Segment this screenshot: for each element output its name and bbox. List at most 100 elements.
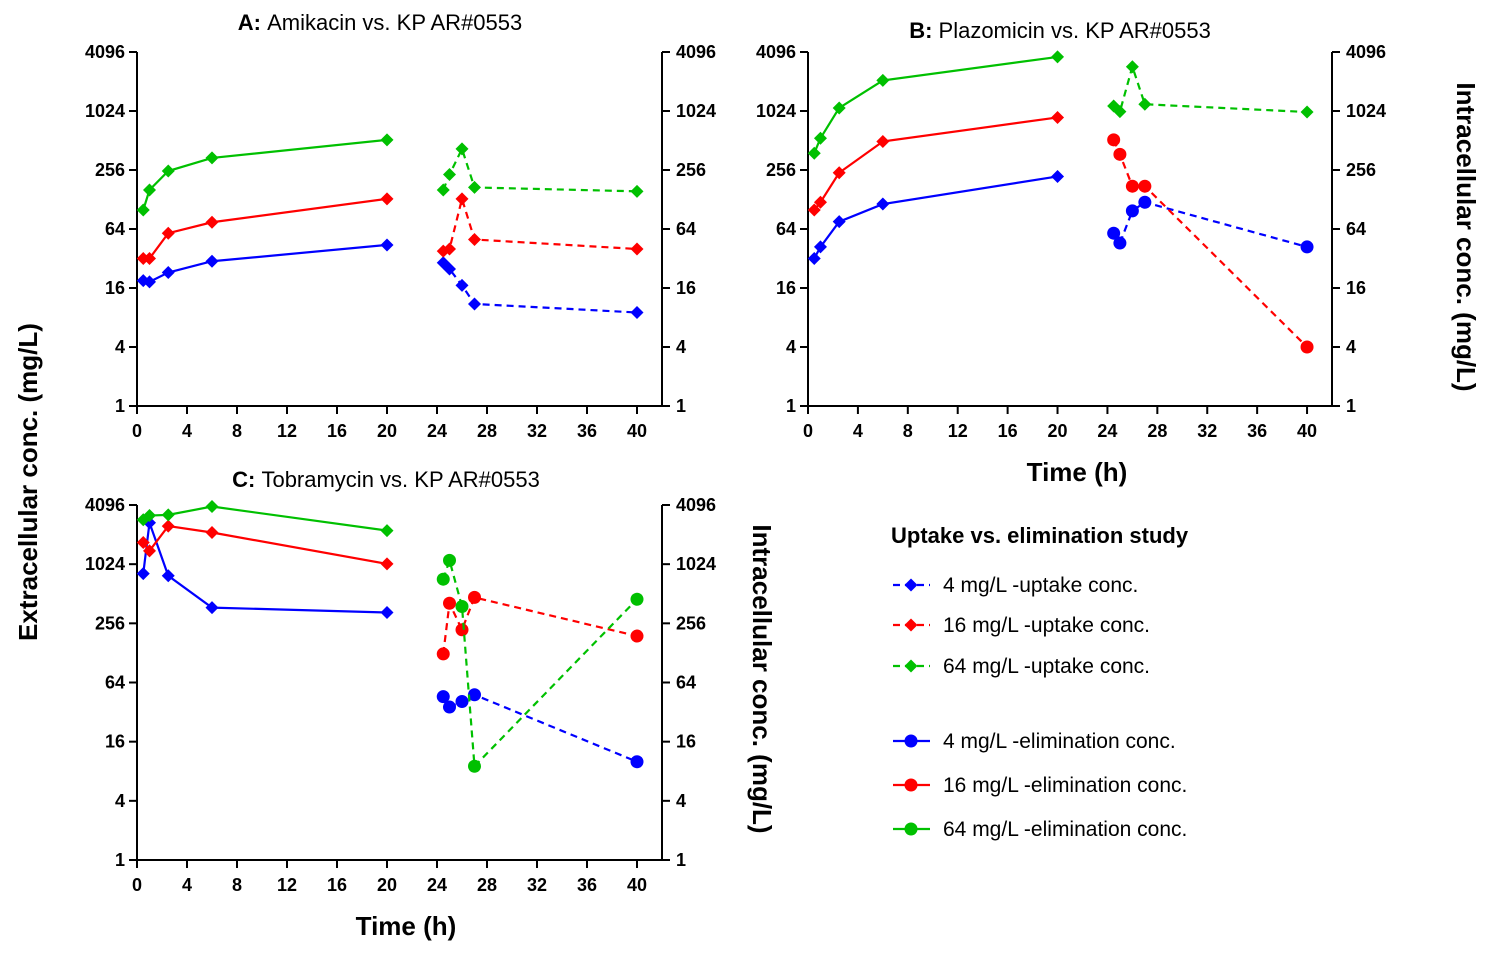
- data-point: [443, 553, 456, 567]
- y-tick-label-left: 64: [105, 673, 125, 693]
- legend: Uptake vs. elimination study 4 mg/L -upt…: [891, 523, 1189, 841]
- extracellular-line: [142, 524, 388, 565]
- data-point: [1138, 179, 1152, 193]
- x-tick-label: 36: [1247, 421, 1267, 441]
- data-point: [443, 700, 456, 714]
- extracellular-series-2: [136, 133, 394, 217]
- extracellular-line: [813, 55, 1058, 154]
- data-point: [136, 567, 150, 581]
- legend-title: Uptake vs. elimination study: [891, 523, 1189, 548]
- data-point: [832, 215, 846, 229]
- legend-entry: 4 mg/L -uptake conc.: [893, 574, 1138, 597]
- data-point: [161, 519, 175, 533]
- data-point: [143, 509, 156, 523]
- y-tick-label-right: 1: [1346, 396, 1356, 416]
- y-axis-title-left: Extracellular conc. (mg/L): [13, 323, 43, 641]
- panel-letter: A:: [238, 10, 267, 35]
- extracellular-series-0: [807, 169, 1065, 265]
- data-point: [807, 252, 821, 265]
- data-point: [1113, 105, 1127, 119]
- data-point: [1107, 133, 1121, 147]
- y-tick-label-left: 4: [786, 337, 796, 357]
- y-tick-label-left: 64: [776, 219, 796, 239]
- intracellular-series-1: [436, 590, 644, 661]
- x-tick-label: 16: [327, 421, 347, 441]
- x-tick-label: 36: [577, 421, 597, 441]
- data-point: [1051, 169, 1065, 183]
- data-point: [380, 524, 394, 538]
- extracellular-series-1: [807, 110, 1065, 217]
- x-tick-label: 32: [1197, 421, 1217, 441]
- x-tick-label: 28: [1147, 421, 1167, 441]
- data-point: [1113, 147, 1127, 161]
- y-tick-label-left: 4096: [85, 42, 125, 62]
- data-point: [630, 592, 644, 606]
- y-tick-label-right: 4: [676, 791, 686, 811]
- data-point: [443, 242, 456, 256]
- intracellular-series-2: [436, 553, 644, 773]
- x-axis-title-c: Time (h): [356, 911, 457, 941]
- data-point: [1300, 340, 1314, 354]
- intracellular-line: [1112, 201, 1308, 248]
- data-point: [876, 73, 890, 87]
- x-tick-label: 28: [477, 875, 497, 895]
- data-point: [161, 266, 175, 280]
- intracellular-series-1: [1107, 133, 1314, 354]
- y-tick-label-right: 1024: [676, 554, 716, 574]
- legend-marker: [904, 659, 918, 673]
- data-point: [143, 252, 156, 265]
- data-point: [143, 183, 156, 197]
- extracellular-series-2: [807, 50, 1065, 160]
- intracellular-line: [442, 556, 638, 769]
- data-point: [876, 197, 890, 211]
- data-point: [205, 500, 219, 514]
- panel-title: C: Tobramycin vs. KP AR#0553: [232, 467, 540, 492]
- legend-entry: 4 mg/L -elimination conc.: [893, 730, 1176, 753]
- panel-letter: C:: [232, 467, 261, 492]
- y-tick-label-left: 4: [115, 337, 125, 357]
- data-point: [161, 508, 175, 522]
- y-tick-label-right: 4: [1346, 337, 1356, 357]
- y-tick-label-right: 4096: [1346, 42, 1386, 62]
- panel-title-text: Plazomicin vs. KP AR#0553: [939, 18, 1211, 43]
- legend-marker: [904, 778, 918, 792]
- data-point: [807, 203, 821, 217]
- y-tick-label-left: 256: [766, 160, 796, 180]
- data-point: [468, 590, 481, 604]
- x-tick-label: 4: [182, 875, 192, 895]
- legend-marker: [904, 734, 918, 748]
- legend-marker: [904, 578, 918, 592]
- legend-marker: [904, 822, 918, 836]
- legend-entry: 64 mg/L -uptake conc.: [893, 655, 1150, 678]
- x-tick-label: 32: [527, 421, 547, 441]
- data-point: [1051, 50, 1065, 64]
- data-point: [813, 195, 827, 209]
- x-tick-label: 0: [803, 421, 813, 441]
- x-tick-label: 24: [1097, 421, 1117, 441]
- extracellular-line: [142, 522, 388, 614]
- y-tick-label-right: 256: [1346, 160, 1376, 180]
- data-point: [436, 572, 450, 586]
- y-tick-label-right: 4096: [676, 42, 716, 62]
- data-point: [436, 647, 450, 661]
- data-point: [205, 151, 219, 165]
- intracellular-series-1: [436, 192, 644, 258]
- intracellular-series-2: [1107, 60, 1314, 119]
- data-point: [436, 690, 450, 704]
- y-axis-title-right-c: Intracellular conc. (mg/L): [747, 524, 777, 833]
- intracellular-series-0: [436, 688, 644, 769]
- data-point: [1300, 105, 1314, 119]
- y-tick-label-right: 4096: [676, 495, 716, 515]
- intracellular-line: [1112, 139, 1308, 348]
- data-point: [205, 215, 219, 229]
- data-point: [630, 184, 644, 198]
- data-point: [455, 695, 469, 709]
- y-tick-label-left: 1024: [85, 101, 125, 121]
- x-tick-label: 32: [527, 875, 547, 895]
- y-tick-label-right: 1: [676, 396, 686, 416]
- panel-title-text: Amikacin vs. KP AR#0553: [267, 10, 522, 35]
- legend-marker: [904, 618, 918, 632]
- data-point: [380, 192, 394, 206]
- y-tick-label-left: 256: [95, 160, 125, 180]
